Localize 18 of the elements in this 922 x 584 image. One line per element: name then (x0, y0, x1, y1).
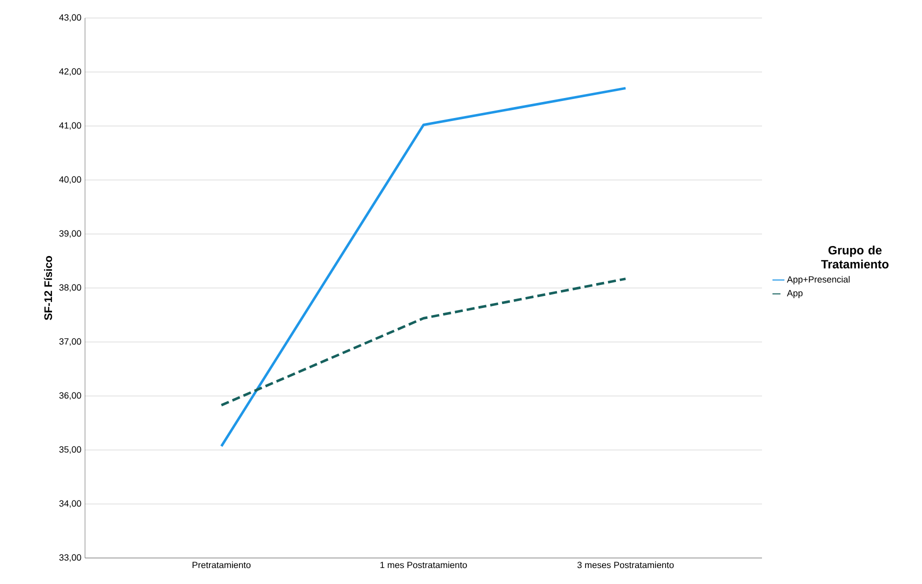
y-tick-label: 36,00 (59, 392, 82, 400)
x-tick-label: Pretratamiento (192, 562, 251, 568)
y-tick-label: 40,00 (59, 176, 82, 184)
y-axis-title: SF-12 Físico (44, 256, 52, 320)
legend-label: App (786, 290, 803, 298)
y-tick-label: 35,00 (59, 446, 82, 454)
x-tick-label: 3 meses Postratamiento (577, 562, 674, 568)
y-tick-label: 41,00 (59, 122, 82, 130)
y-tick-label: 39,00 (59, 230, 82, 238)
legend-title: Grupo de Tratamiento (821, 246, 889, 268)
y-tick-label: 34,00 (59, 500, 82, 508)
y-tick-label: 38,00 (59, 284, 82, 292)
x-tick-label: 1 mes Postratamiento (380, 562, 467, 568)
y-tick-label: 37,00 (59, 338, 82, 346)
y-tick-label: 43,00 (59, 14, 82, 22)
y-tick-label: 42,00 (59, 68, 82, 76)
legend-label: App+Presencial (786, 276, 850, 284)
y-tick-label: 33,00 (59, 554, 82, 562)
